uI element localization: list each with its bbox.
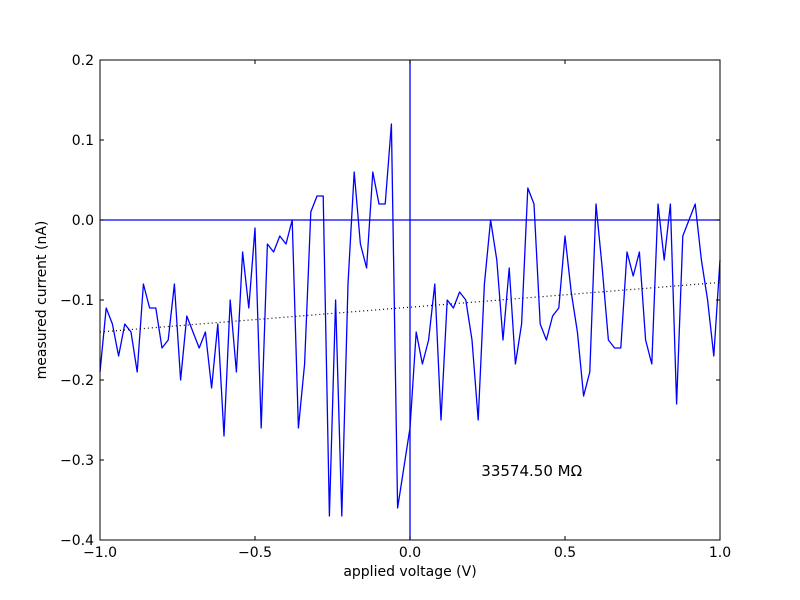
y-tick-label: 0.2 <box>72 53 94 69</box>
x-tick-label: −1.0 <box>83 545 117 561</box>
x-tick-label: 0.0 <box>399 545 421 561</box>
x-tick-label: −0.5 <box>238 545 272 561</box>
x-tick-label: 1.0 <box>709 545 731 561</box>
y-tick-label: 0.1 <box>72 133 94 149</box>
x-axis-label: applied voltage (V) <box>343 564 476 580</box>
resistance-annotation: 33574.50 MΩ <box>481 462 582 480</box>
y-tick-label: −0.4 <box>60 533 94 549</box>
y-axis-label: measured current (nA) <box>34 221 50 380</box>
y-tick-label: 0.0 <box>72 213 94 229</box>
measured-current-line <box>99 123 721 517</box>
y-tick-label: −0.3 <box>60 453 94 469</box>
x-tick-label: 0.5 <box>554 545 576 561</box>
y-tick-label: −0.1 <box>60 293 94 309</box>
y-tick-label: −0.2 <box>60 373 94 389</box>
